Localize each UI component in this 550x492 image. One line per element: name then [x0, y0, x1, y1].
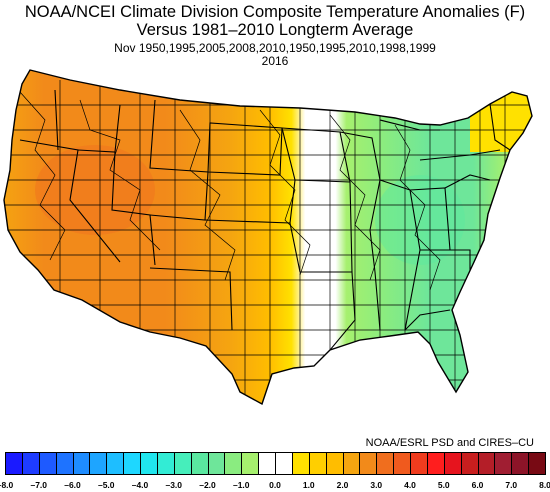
colorbar-segment	[156, 452, 175, 475]
colorbar-segment	[123, 452, 141, 475]
map-title: NOAA/NCEI Climate Division Composite Tem…	[24, 3, 526, 21]
colorbar-segment	[308, 452, 327, 475]
colorbar-tick-label: 0.0	[269, 480, 281, 490]
colorbar-tick-label: 3.0	[370, 480, 383, 490]
colorbar-tick-label: 5.0	[437, 480, 450, 490]
colorbar-segment	[5, 452, 23, 475]
colorbar-segment	[460, 452, 479, 475]
us-outline	[3, 69, 533, 406]
composite-years: Nov 1950,1995,2005,2008,2010,1950,1995,2…	[114, 41, 436, 55]
colorbar-tick-label: –3.0	[165, 480, 183, 490]
composite-year-extra: 2016	[261, 54, 289, 68]
colorbar-segment	[21, 452, 40, 475]
colorbar-segment	[494, 452, 513, 475]
colorbar	[5, 452, 546, 476]
colorbar-segment	[224, 452, 243, 475]
colorbar-segment	[38, 452, 57, 475]
colorbar-segment	[72, 452, 91, 475]
colorbar-tick-label: –2.0	[199, 480, 216, 490]
colorbar-segment	[376, 452, 395, 475]
colorbar-tick-label: 8.0	[539, 480, 550, 490]
colorbar-segment	[359, 452, 378, 475]
map-subtitle: Versus 1981–2010 Longterm Average	[136, 21, 414, 39]
colorbar-segment	[190, 452, 209, 475]
data-source-credit: NOAA/ESRL PSD and CIRES–CU	[365, 437, 534, 449]
colorbar-segment	[477, 452, 496, 475]
colorbar-segment	[241, 452, 260, 475]
colorbar-segment	[342, 452, 361, 475]
state-boundaries	[19, 89, 511, 351]
colorbar-tick-label: –6.0	[64, 480, 81, 490]
colorbar-segment	[173, 452, 192, 475]
colorbar-segment	[393, 452, 411, 475]
colorbar-segment	[528, 452, 546, 475]
colorbar-tick-label: 7.0	[505, 480, 518, 490]
colorbar-tick-label: 4.0	[404, 480, 416, 490]
colorbar-tick-label: –5.0	[97, 480, 115, 490]
colorbar-segment	[325, 452, 344, 475]
colorbar-segment	[410, 452, 428, 475]
colorbar-segment	[443, 452, 462, 475]
colorbar-tick-label: 1.0	[302, 480, 315, 490]
colorbar-segment	[89, 452, 108, 475]
climate-division-lines	[4, 80, 532, 404]
colorbar-segment	[275, 452, 293, 475]
colorbar-tick-label: –4.0	[131, 480, 149, 490]
colorbar-segment	[140, 452, 158, 475]
colorbar-segment	[291, 452, 310, 475]
colorbar-tick-label: –8.0	[0, 480, 14, 490]
colorbar-segment	[258, 452, 276, 475]
colorbar-tick-label: 6.0	[471, 480, 484, 490]
us-climate-division-map	[3, 69, 533, 406]
colorbar-segment	[207, 452, 226, 475]
colorbar-segment	[55, 452, 74, 475]
colorbar-segment	[511, 452, 530, 475]
colorbar-segment	[106, 452, 125, 475]
colorbar-segment	[426, 452, 445, 475]
colorbar-tick-label: –7.0	[30, 480, 48, 490]
colorbar-tick-label: 2.0	[336, 480, 349, 490]
colorbar-tick-label: –1.0	[232, 480, 250, 490]
